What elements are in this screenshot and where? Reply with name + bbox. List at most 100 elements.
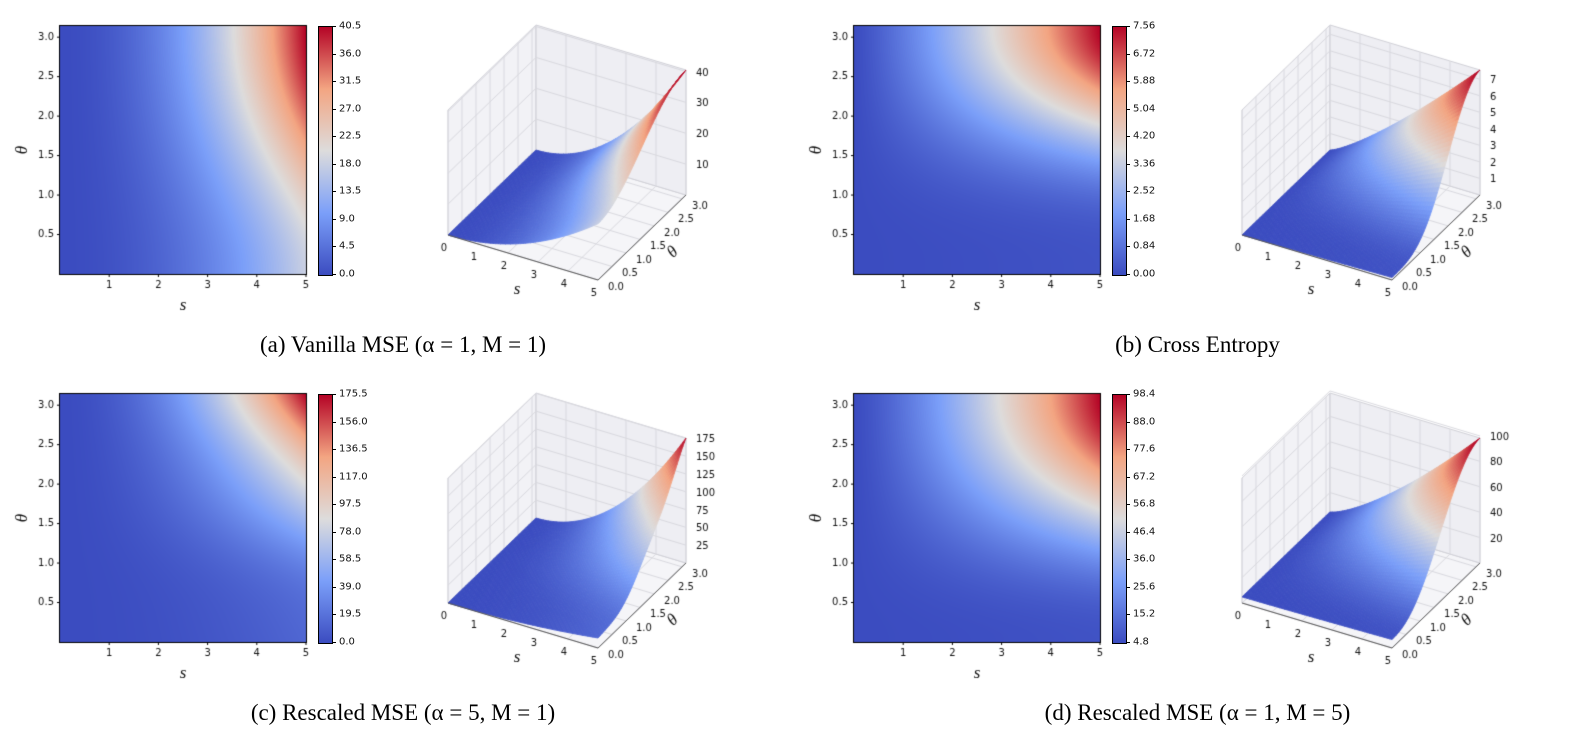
colorbar-tick	[1126, 246, 1130, 248]
colorbar-tick-label: 3.36	[1133, 158, 1156, 170]
colorbar-tick-label: 5.88	[1133, 75, 1156, 87]
colorbar-labels: 7.56 6.72 5.88 5.04 4.20 3.36 2.52 1.68 0.84 0.00	[1112, 21, 1172, 280]
heatmap-plot-b	[806, 18, 1106, 318]
panel-c: 175.5 156.0 136.5 117.0 97.5 78.0 58.5 39.0 19.5…	[0, 368, 794, 736]
colorbar-tick-label: 175.5	[339, 388, 368, 400]
colorbar-tick-label: 1.68	[1133, 213, 1156, 225]
colorbar-tick-label: 13.5	[339, 185, 362, 197]
colorbar-tick-label: 18.0	[339, 158, 362, 170]
colorbar-tick	[332, 163, 336, 165]
panel-b-plots: 7.56 6.72 5.88 5.04 4.20 3.36 2.52 1.68 0.84 0.00	[806, 4, 1589, 330]
colorbar-tick	[1126, 449, 1130, 451]
colorbar-tick-label: 0.84	[1133, 240, 1156, 252]
colorbar-tick-label: 36.0	[1133, 553, 1156, 565]
colorbar-tick-label: 36.0	[339, 48, 362, 60]
colorbar-tick-label: 4.20	[1133, 130, 1156, 142]
heatmap-plot-d	[806, 386, 1106, 686]
colorbar-tick	[1126, 421, 1130, 423]
colorbar-tick-label: 40.5	[339, 20, 362, 32]
colorbar-tick	[1126, 218, 1130, 220]
surface-plot-a	[378, 8, 758, 330]
panel-a-plots: 40.5 36.0 31.5 27.0 22.5 18.0 13.5 9.0 4.5 0.0	[12, 4, 794, 330]
colorbar-tick-label: 2.52	[1133, 185, 1156, 197]
panel-b: 7.56 6.72 5.88 5.04 4.20 3.36 2.52 1.68 0.84 0.00…	[794, 0, 1589, 368]
colorbar-tick-label: 5.04	[1133, 103, 1156, 115]
colorbar-tick-label: 4.5	[339, 240, 355, 252]
colorbar-tick-label: 15.2	[1133, 608, 1156, 620]
panel-d: 98.4 88.0 77.6 67.2 56.8 46.4 36.0 25.6 15.2 4.8 …	[794, 368, 1589, 736]
colorbar-tick-label: 97.5	[339, 498, 362, 510]
colorbar-gradient	[318, 394, 333, 644]
colorbar-tick-label: 0.0	[339, 268, 355, 280]
colorbar-tick-label: 78.0	[339, 526, 362, 538]
colorbar-tick	[1126, 586, 1130, 588]
colorbar-tick	[1126, 26, 1130, 27]
colorbar-tick	[1126, 476, 1130, 478]
colorbar-tick-label: 46.4	[1133, 526, 1156, 538]
colorbar-tick	[1126, 163, 1130, 165]
panel-d-plots: 98.4 88.0 77.6 67.2 56.8 46.4 36.0 25.6 15.2 4.8	[806, 372, 1589, 698]
colorbar-tick	[1126, 108, 1130, 110]
colorbar-tick-label: 88.0	[1133, 416, 1156, 428]
colorbar-gradient	[1112, 394, 1127, 644]
colorbar-tick-label: 98.4	[1133, 388, 1156, 400]
colorbar-tick	[1126, 136, 1130, 138]
colorbar-tick-label: 136.5	[339, 443, 368, 455]
colorbar-tick-label: 77.6	[1133, 443, 1156, 455]
caption-b: (b) Cross Entropy	[1115, 332, 1280, 357]
colorbar-tick-label: 117.0	[339, 471, 368, 483]
colorbar-tick-label: 19.5	[339, 608, 362, 620]
colorbar-tick	[332, 218, 336, 220]
panel-a: 40.5 36.0 31.5 27.0 22.5 18.0 13.5 9.0 4.5 0.0 (a…	[0, 0, 794, 368]
colorbar-tick	[332, 136, 336, 138]
colorbar-tick-label: 27.0	[339, 103, 362, 115]
colorbar-tick	[332, 394, 336, 395]
colorbar-tick	[332, 53, 336, 55]
colorbar-tick-label: 25.6	[1133, 581, 1156, 593]
colorbar-gradient	[318, 26, 333, 276]
colorbar-tick	[332, 421, 336, 423]
colorbar-labels: 40.5 36.0 31.5 27.0 22.5 18.0 13.5 9.0 4.5 0.0	[318, 21, 378, 280]
caption-a: (a) Vanilla MSE (α = 1, M = 1)	[259, 332, 547, 357]
colorbar-tick	[332, 191, 336, 193]
colorbar-tick	[1126, 53, 1130, 55]
colorbar-c: 175.5 156.0 136.5 117.0 97.5 78.0 58.5 39.0 19.5…	[312, 386, 378, 686]
colorbar-tick-label: 22.5	[339, 130, 362, 142]
colorbar-tick	[332, 476, 336, 478]
colorbar-tick	[1126, 559, 1130, 561]
surface-plot-d	[1172, 376, 1552, 698]
colorbar-tick	[332, 614, 336, 616]
caption-d: (d) Rescaled MSE (α = 1, M = 5)	[1044, 700, 1351, 725]
colorbar-tick	[332, 586, 336, 588]
surface-plot-c	[378, 376, 758, 698]
colorbar-tick-label: 31.5	[339, 75, 362, 87]
colorbar-gradient	[1112, 26, 1127, 276]
surface-plot-b	[1172, 8, 1552, 330]
colorbar-tick	[332, 246, 336, 248]
colorbar-tick	[1126, 191, 1130, 193]
colorbar-tick	[332, 108, 336, 110]
colorbar-tick-label: 0.0	[339, 636, 355, 648]
colorbar-tick	[332, 274, 336, 275]
colorbar-tick-label: 7.56	[1133, 20, 1156, 32]
colorbar-tick-label: 156.0	[339, 416, 368, 428]
colorbar-d: 98.4 88.0 77.6 67.2 56.8 46.4 36.0 25.6 15.2 4.8	[1106, 386, 1172, 686]
colorbar-tick	[332, 531, 336, 533]
colorbar-tick	[332, 504, 336, 506]
colorbar-tick-label: 56.8	[1133, 498, 1156, 510]
colorbar-tick	[1126, 81, 1130, 83]
heatmap-plot-a	[12, 18, 312, 318]
colorbar-labels: 175.5 156.0 136.5 117.0 97.5 78.0 58.5 39.0 19.5…	[318, 389, 378, 648]
colorbar-tick	[332, 642, 336, 643]
colorbar-tick-label: 39.0	[339, 581, 362, 593]
colorbar-tick	[1126, 274, 1130, 275]
colorbar-tick-label: 0.00	[1133, 268, 1156, 280]
colorbar-tick	[1126, 394, 1130, 395]
colorbar-tick	[332, 81, 336, 83]
colorbar-labels: 98.4 88.0 77.6 67.2 56.8 46.4 36.0 25.6 15.2 4.8	[1112, 389, 1172, 648]
colorbar-tick	[1126, 614, 1130, 616]
colorbar-b: 7.56 6.72 5.88 5.04 4.20 3.36 2.52 1.68 0.84 0.00	[1106, 18, 1172, 318]
colorbar-tick-label: 67.2	[1133, 471, 1156, 483]
panel-c-plots: 175.5 156.0 136.5 117.0 97.5 78.0 58.5 39.0 19.5…	[12, 372, 794, 698]
